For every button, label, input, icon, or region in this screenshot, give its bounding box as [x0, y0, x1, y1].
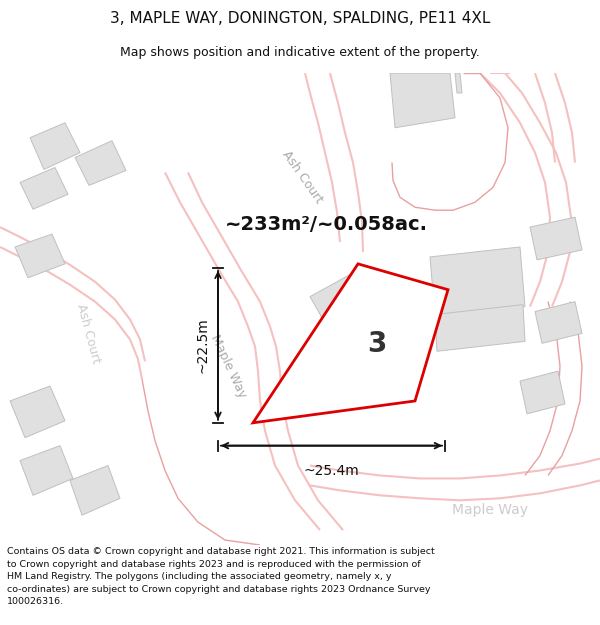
Text: Contains OS data © Crown copyright and database right 2021. This information is : Contains OS data © Crown copyright and d… [7, 548, 435, 606]
Polygon shape [390, 73, 455, 127]
Polygon shape [30, 122, 80, 169]
Polygon shape [15, 234, 65, 278]
Text: 3: 3 [367, 331, 386, 358]
Text: Maple Way: Maple Way [208, 332, 248, 400]
Polygon shape [535, 302, 582, 343]
Polygon shape [20, 168, 68, 209]
Polygon shape [430, 247, 525, 316]
Polygon shape [253, 264, 448, 422]
Text: ~233m²/~0.058ac.: ~233m²/~0.058ac. [225, 214, 428, 234]
Polygon shape [435, 304, 525, 351]
Polygon shape [70, 466, 120, 515]
Text: Maple Way: Maple Way [452, 503, 528, 518]
Polygon shape [75, 141, 126, 186]
Text: 3, MAPLE WAY, DONINGTON, SPALDING, PE11 4XL: 3, MAPLE WAY, DONINGTON, SPALDING, PE11 … [110, 11, 490, 26]
Text: ~22.5m: ~22.5m [196, 318, 210, 373]
Polygon shape [530, 217, 582, 260]
Text: Ash Court: Ash Court [279, 149, 325, 206]
Polygon shape [520, 371, 565, 414]
Polygon shape [20, 446, 73, 496]
Polygon shape [455, 73, 462, 93]
Text: Map shows position and indicative extent of the property.: Map shows position and indicative extent… [120, 46, 480, 59]
Text: Ash Court: Ash Court [74, 302, 102, 364]
Polygon shape [310, 272, 382, 344]
Polygon shape [10, 386, 65, 438]
Text: ~25.4m: ~25.4m [304, 464, 359, 478]
